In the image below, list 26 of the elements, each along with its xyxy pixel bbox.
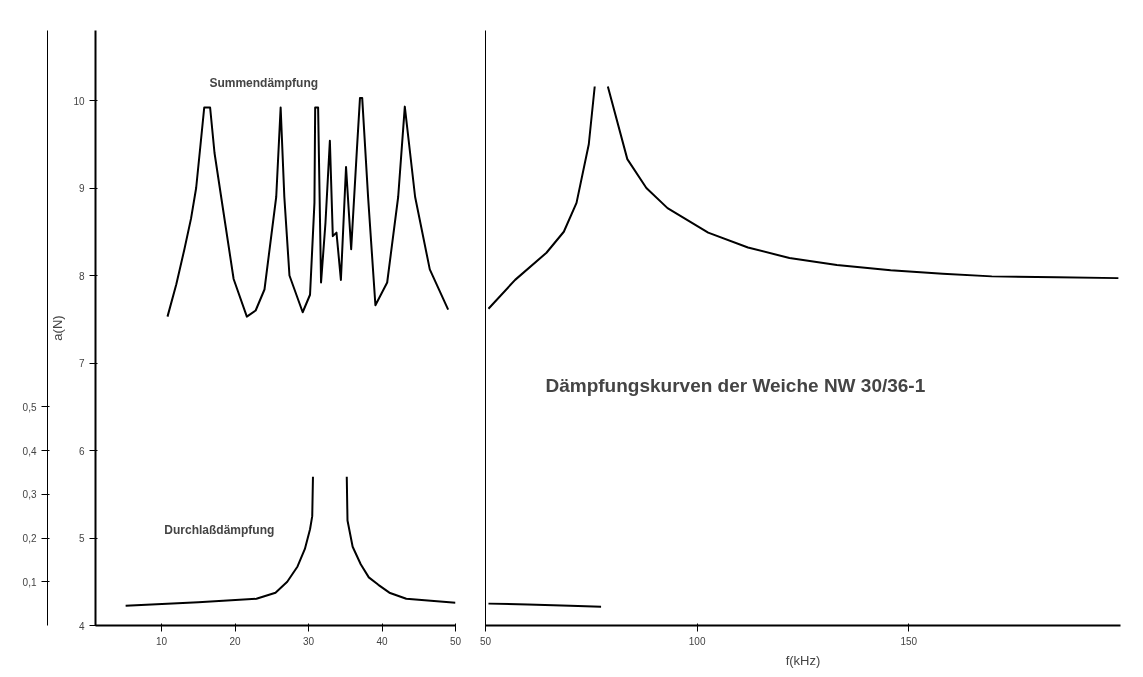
x-tick-label: 30 [303, 635, 315, 647]
text: Dämpfungskurven der Weiche NW 30/36-1 [545, 374, 926, 396]
y-tick-label: 6 [78, 445, 85, 457]
y-axis-title: a(N) [50, 315, 66, 341]
y-tick-label: 4 [78, 620, 85, 632]
x-tick-label: 10 [156, 635, 168, 647]
y2-tick-label: 0,5 [22, 401, 37, 413]
x-tick-label: 50 [449, 635, 462, 647]
x-axis-title: f(kHz) [785, 652, 821, 668]
y-tick-label: 5 [78, 533, 85, 544]
y2-tick-label: 0,3 [22, 489, 37, 501]
x-tick-label: 40 [376, 635, 389, 647]
y2-tick-label: 0,1 [22, 576, 37, 588]
y-tick-label: 8 [78, 270, 85, 282]
x-tick-label: 20 [229, 635, 242, 647]
x-tick-label: 50 [479, 635, 492, 647]
y2-tick-label: 0,2 [22, 533, 37, 544]
y-tick-label: 7 [78, 358, 85, 369]
y-tick-label: 9 [78, 183, 85, 194]
line-series [166, 96, 450, 318]
x-tick-label: 100 [688, 635, 706, 647]
y2-tick-label: 0,4 [22, 445, 37, 457]
x-tick-label: 150 [900, 635, 918, 647]
text: Durchlaßdämpfung [164, 522, 275, 537]
series-label: Summendämpfung [209, 75, 319, 90]
y-tick-label: 10 [73, 95, 85, 107]
